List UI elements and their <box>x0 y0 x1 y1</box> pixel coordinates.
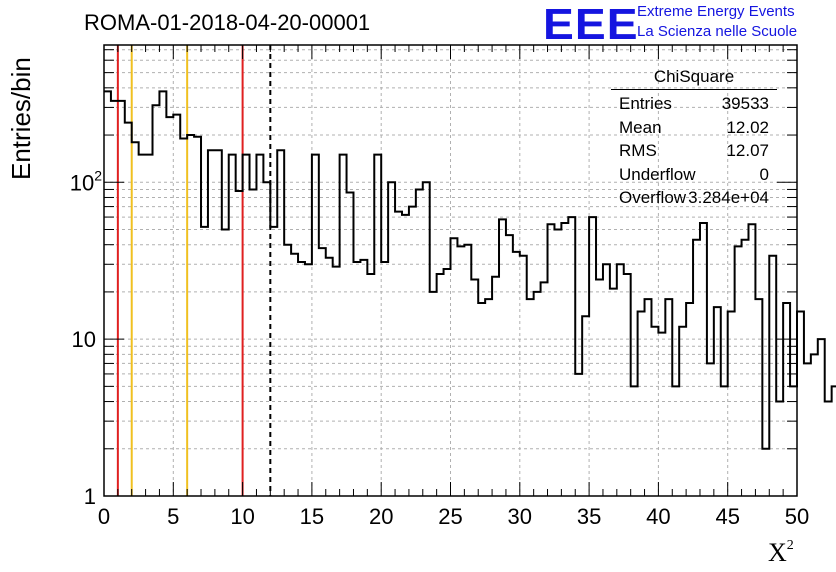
stat-value: 39533 <box>721 94 769 113</box>
y-tick-label: 1 <box>84 484 96 509</box>
x-axis-label-sup: 2 <box>786 538 794 553</box>
logo-line-2: La Scienza nelle Scuole <box>637 23 798 40</box>
stat-name: Entries <box>619 94 672 113</box>
stat-value: 0 <box>759 164 769 184</box>
y-tick-label-exponent: 2 <box>94 167 102 183</box>
stat-name: RMS <box>619 141 657 160</box>
x-axis-label: X2 <box>768 538 794 568</box>
y-axis-label: Entries/bin <box>6 57 36 180</box>
stat-row-rms: RMS 12.07 <box>611 141 777 165</box>
x-tick-label: 0 <box>98 504 110 529</box>
stats-title: ChiSquare <box>611 67 777 90</box>
stat-row-mean: Mean 12.02 <box>611 118 777 142</box>
stat-name: Mean <box>619 117 662 137</box>
y-tick-label: 102 <box>70 167 102 195</box>
x-tick-label: 40 <box>646 504 670 529</box>
x-axis-label-base: X <box>768 538 787 567</box>
x-tick-label: 25 <box>438 504 462 529</box>
logo-line-1: Extreme Energy Events <box>637 3 795 20</box>
stat-row-underflow: Underflow 0 <box>611 165 777 189</box>
x-tick-label: 10 <box>230 504 254 529</box>
chart-title: ROMA-01-2018-04-20-00001 <box>84 10 371 35</box>
stat-value: 3.284e+04 <box>688 188 769 207</box>
x-tick-label: 20 <box>369 504 393 529</box>
stat-name: Overflow <box>619 188 687 207</box>
stat-value: 12.02 <box>726 117 769 137</box>
stat-value: 12.07 <box>726 141 769 160</box>
stat-row-entries: Entries 39533 <box>611 94 777 118</box>
eee-logo: EEE <box>543 0 639 49</box>
x-tick-label: 50 <box>785 504 809 529</box>
x-tick-label: 35 <box>577 504 601 529</box>
x-tick-label: 30 <box>508 504 532 529</box>
stat-row-overflow: Overflow 3.284e+04 <box>611 188 777 212</box>
y-tick-label: 10 <box>72 327 96 352</box>
x-tick-label: 45 <box>715 504 739 529</box>
x-tick-label: 5 <box>167 504 179 529</box>
x-tick-label: 15 <box>300 504 324 529</box>
stat-name: Underflow <box>619 164 696 184</box>
stats-box: ChiSquare Entries 39533 Mean 12.02 RMS 1… <box>611 67 777 212</box>
